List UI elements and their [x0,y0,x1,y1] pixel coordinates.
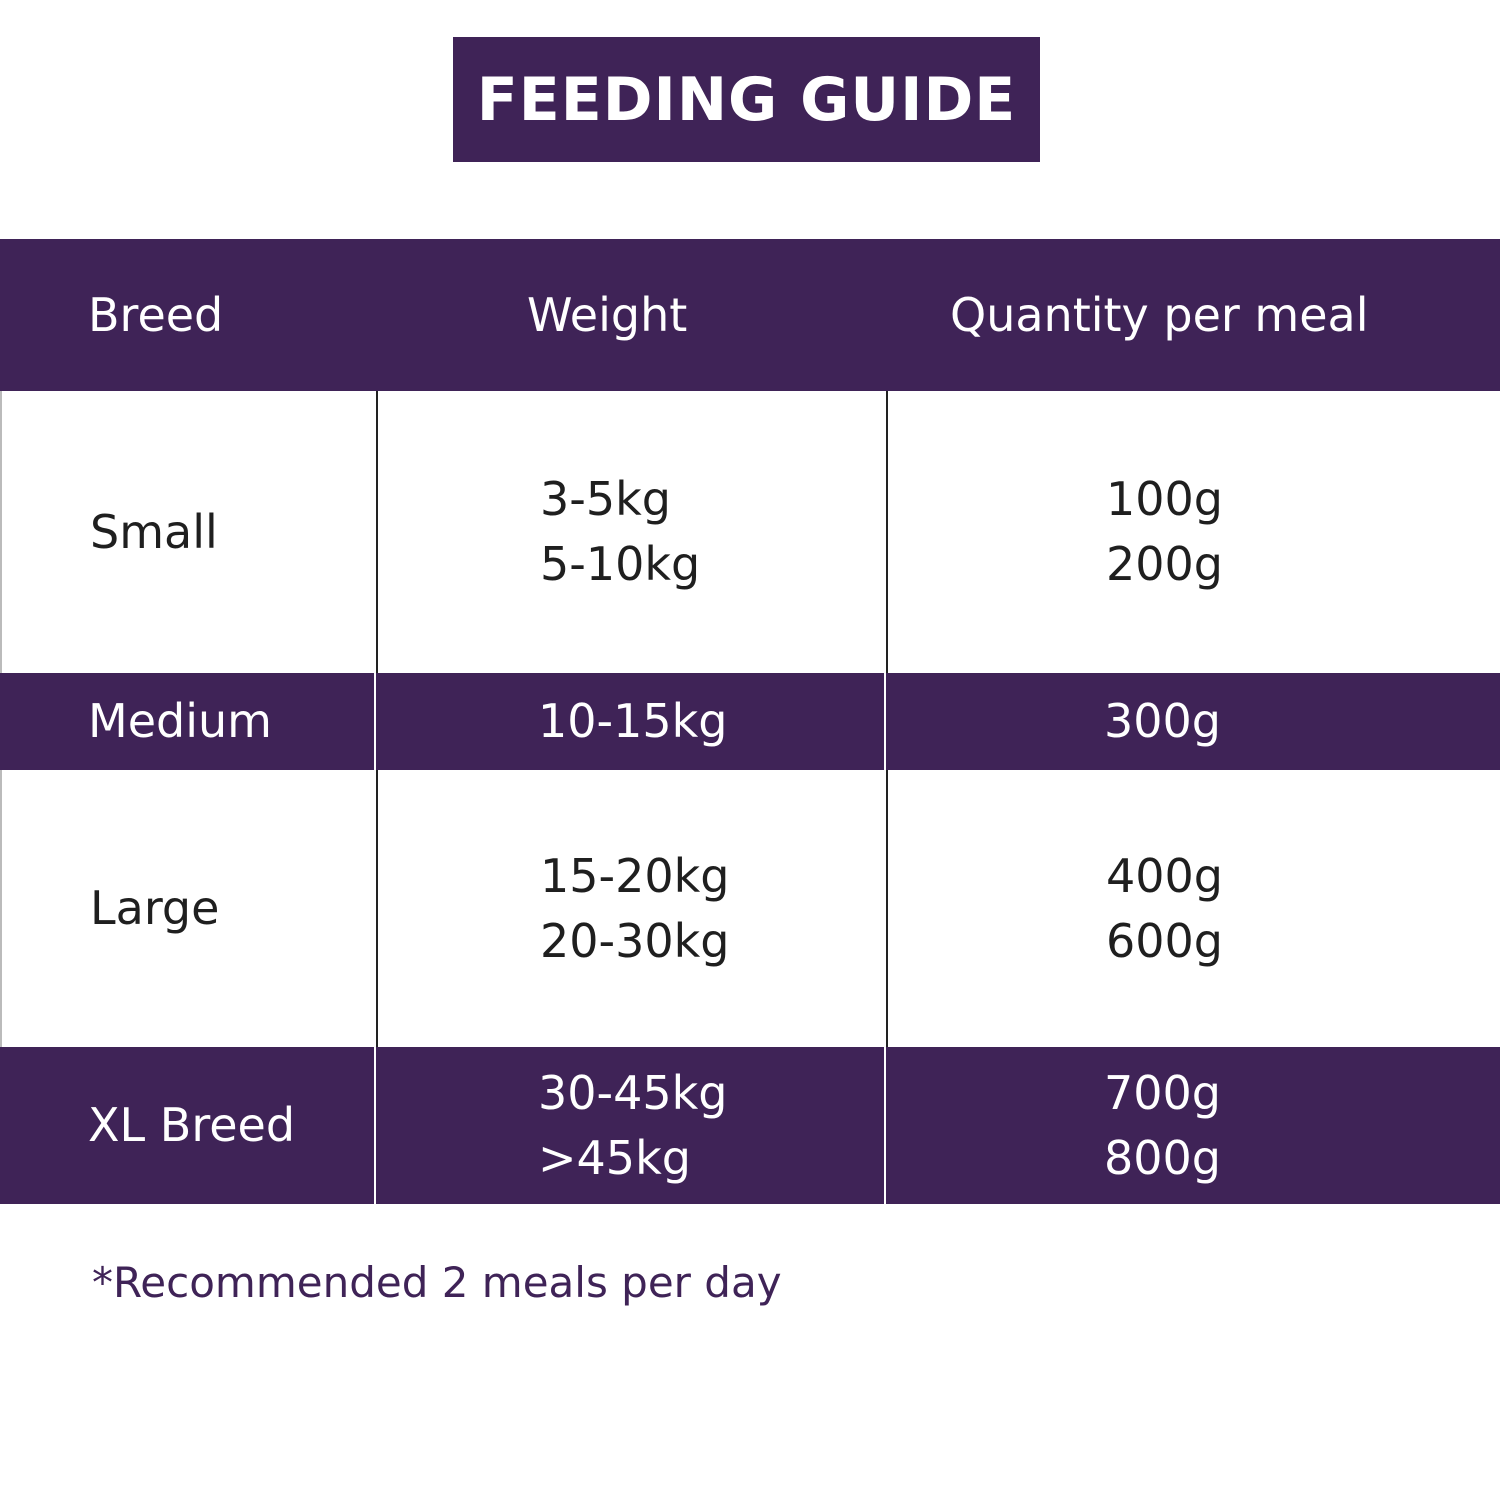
column-header: Quantity per meal [950,287,1369,342]
column-divider [884,1047,886,1204]
quantity: 100g [1106,472,1223,526]
quantities-cell: 400g 600g [1106,770,1223,1047]
table-row: XL Breed 30-45kg >45kg 700g 800g [0,1047,1500,1204]
column-divider [886,391,888,673]
weight: 10-15kg [538,694,728,748]
weights-cell: 3-5kg 5-10kg [540,391,700,673]
quantity: 300g [1104,694,1221,748]
quantity: 800g [1104,1130,1221,1185]
breed-cell: Small [90,504,218,559]
weights-cell: 30-45kg >45kg [538,1047,728,1204]
weight: 3-5kg [540,472,671,526]
quantities-cell: 300g [1104,673,1221,770]
weight: 30-45kg [538,1065,728,1120]
breed-cell: XL Breed [88,1098,296,1152]
weight: 15-20kg [540,848,730,903]
column-divider [886,770,888,1047]
column-divider [376,770,378,1047]
column-header: Weight [527,287,688,342]
breed-cell: Medium [88,694,272,748]
weight: >45kg [538,1130,691,1185]
breed-cell: Large [90,881,220,935]
column-divider [374,673,376,770]
quantity: 400g [1106,848,1223,903]
column-divider [374,1047,376,1204]
weight: 5-10kg [540,537,701,591]
quantity: 200g [1106,537,1223,591]
quantities-cell: 100g 200g [1106,391,1223,673]
weight: 20-30kg [540,913,730,968]
weights-cell: 15-20kg 20-30kg [540,770,730,1047]
title: FEEDING GUIDE [453,37,1040,162]
quantities-cell: 700g 800g [1104,1047,1221,1204]
table-row: Large 15-20kg 20-30kg 400g 600g [0,770,1500,1047]
table-row: Small 3-5kg 5-10kg 100g 200g [0,391,1500,673]
column-header: Breed [88,287,224,342]
weights-cell: 10-15kg [538,673,728,770]
quantity: 600g [1106,913,1223,968]
table-row: Medium 10-15kg 300g [0,673,1500,770]
column-divider [884,673,886,770]
footnote: *Recommended 2 meals per day [92,1258,782,1307]
column-divider [376,391,378,673]
header-row: Breed Weight Quantity per meal [0,239,1500,391]
quantity: 700g [1104,1065,1221,1120]
